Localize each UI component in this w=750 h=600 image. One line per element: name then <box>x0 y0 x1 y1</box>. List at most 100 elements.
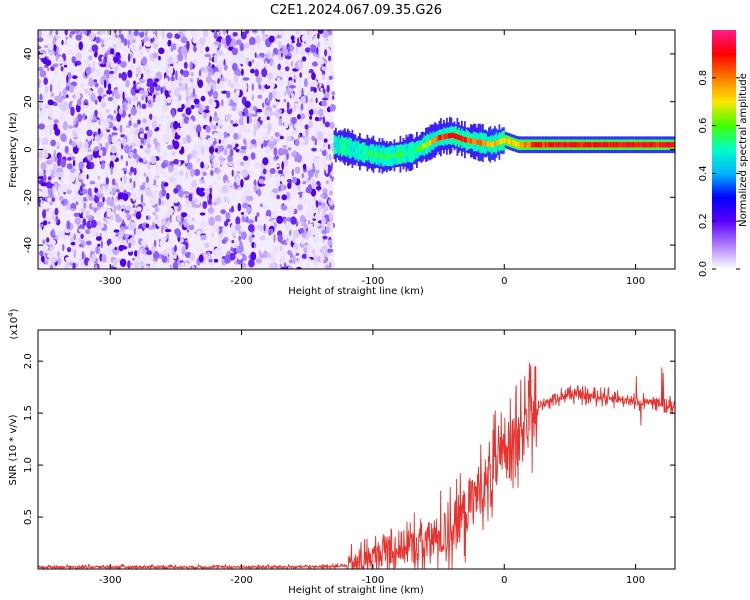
noise-speck <box>176 215 182 222</box>
noise-speck <box>154 59 160 64</box>
noise-speck <box>208 216 215 226</box>
noise-speck <box>255 258 262 264</box>
snr-panel: -300 -200 -100 0 100 0.5 1.0 1.5 2.0 Height of … <box>7 308 676 596</box>
noise-speck <box>278 118 283 127</box>
noise-speck <box>66 49 73 55</box>
noise-speck <box>209 56 212 62</box>
noise-speck <box>131 142 137 148</box>
ridge-core-cell <box>347 144 349 150</box>
noise-speck <box>240 196 246 202</box>
noise-speck <box>80 82 85 89</box>
noise-speck <box>180 262 185 267</box>
noise-speck <box>188 97 196 101</box>
noise-speck <box>117 204 121 211</box>
noise-speck <box>60 183 68 193</box>
ridge-core-cell <box>381 153 384 159</box>
ridge-core-cell <box>395 152 397 158</box>
noise-speck <box>90 161 94 170</box>
noise-speck <box>181 103 185 110</box>
noise-speck <box>201 179 205 184</box>
noise-speck <box>324 121 330 128</box>
noise-speck <box>317 202 322 206</box>
ridge-core-cell <box>534 142 537 148</box>
ridge-core-cell <box>566 142 568 148</box>
noise-speck <box>74 244 81 249</box>
noise-speck <box>123 175 127 185</box>
noise-speck <box>110 145 117 154</box>
noise-speck <box>277 234 283 243</box>
noise-speck <box>161 104 168 113</box>
noise-speck <box>136 233 139 241</box>
noise-speck <box>252 105 257 112</box>
noise-speck <box>237 158 241 167</box>
noise-speck <box>217 243 222 249</box>
noise-speck <box>146 143 152 149</box>
noise-speck <box>95 236 102 241</box>
ridge-core-cell <box>474 139 477 145</box>
noise-speck <box>224 220 229 227</box>
noise-speck <box>168 164 173 173</box>
noise-speck <box>178 76 183 82</box>
noise-speck <box>118 244 124 252</box>
noise-speck <box>204 242 210 249</box>
noise-speck <box>297 204 303 211</box>
noise-speck <box>186 40 190 51</box>
ridge-core-cell <box>404 150 406 157</box>
noise-speck <box>186 232 193 238</box>
noise-speck <box>200 74 204 79</box>
noise-speck <box>60 200 65 205</box>
noise-speck <box>196 158 200 162</box>
noise-speck <box>308 108 314 116</box>
noise-speck <box>206 251 211 256</box>
noise-speck <box>38 123 45 130</box>
noise-speck <box>194 204 199 208</box>
ridge-core-cell <box>582 142 585 148</box>
noise-speck <box>141 40 144 47</box>
noise-speck <box>305 258 312 262</box>
noise-speck <box>254 69 259 77</box>
noise-speck <box>146 175 149 184</box>
noise-speck <box>70 247 77 255</box>
noise-speck <box>152 81 158 87</box>
noise-speck <box>321 149 327 157</box>
noise-speck <box>44 59 52 66</box>
ridge-core-cell <box>660 142 663 148</box>
noise-speck <box>57 250 60 258</box>
noise-speck <box>134 209 137 215</box>
noise-speck <box>98 96 102 103</box>
noise-speck <box>324 49 328 57</box>
noise-speck <box>181 212 188 218</box>
noise-speck <box>51 234 56 238</box>
noise-speck <box>207 199 212 205</box>
noise-speck <box>152 52 159 59</box>
noise-speck <box>64 145 69 154</box>
noise-speck <box>178 94 182 101</box>
noise-speck <box>245 57 250 61</box>
ridge-core-cell <box>501 138 504 144</box>
noise-speck <box>268 80 275 90</box>
ridge-core-cell <box>419 145 421 151</box>
ridge-core-cell <box>489 141 492 148</box>
noise-speck <box>42 210 46 219</box>
noise-speck <box>120 60 127 68</box>
noise-speck <box>122 91 125 101</box>
noise-speck <box>293 243 298 250</box>
ridge-core-cell <box>386 154 388 160</box>
noise-speck <box>256 61 260 68</box>
ridge-core-cell <box>642 142 645 148</box>
noise-speck <box>148 100 152 105</box>
noise-speck <box>70 106 75 117</box>
ridge-core-cell <box>389 153 391 159</box>
noise-speck <box>197 79 204 88</box>
noise-speck <box>179 83 186 91</box>
noise-speck <box>106 196 112 206</box>
noise-speck <box>240 262 247 268</box>
noise-speck <box>221 99 224 107</box>
noise-speck <box>316 56 324 66</box>
noise-speck <box>155 71 163 81</box>
noise-speck <box>197 131 200 138</box>
noise-speck <box>310 223 314 230</box>
noise-speck <box>191 179 198 188</box>
noise-speck <box>198 69 202 77</box>
noise-speck <box>82 105 89 110</box>
